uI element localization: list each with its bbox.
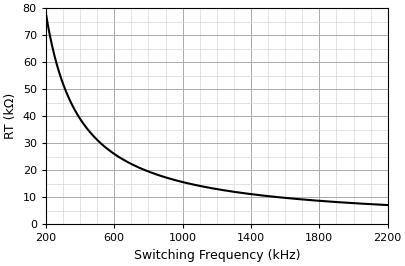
X-axis label: Switching Frequency (kHz): Switching Frequency (kHz): [133, 249, 299, 262]
Y-axis label: RT (kΩ): RT (kΩ): [4, 93, 17, 139]
